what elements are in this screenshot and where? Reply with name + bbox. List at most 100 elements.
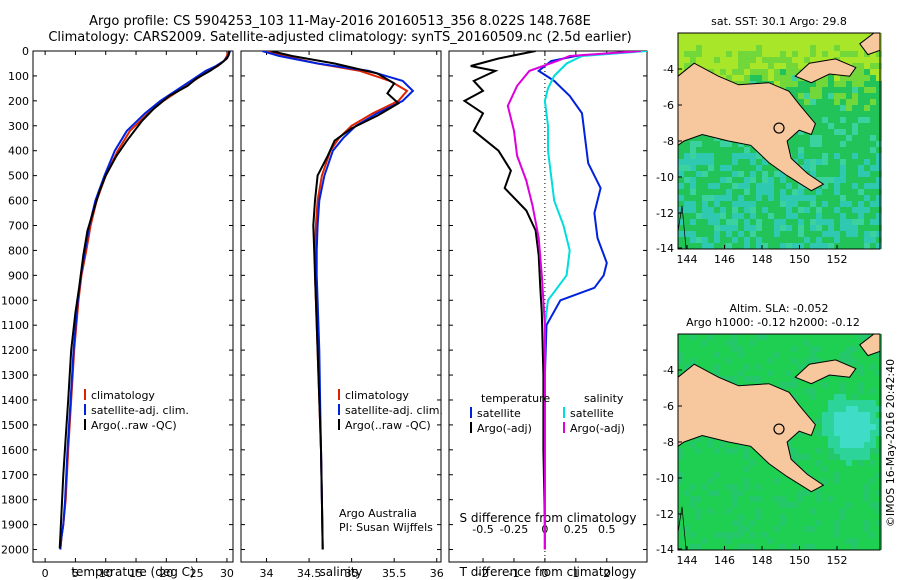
sla-map-ocean-cell xyxy=(864,502,870,508)
sst-map-ocean-cell xyxy=(804,147,810,153)
sst-map-ocean-cell xyxy=(864,165,870,171)
sst-map-ocean-cell xyxy=(792,63,798,69)
sst-map-ocean-cell xyxy=(876,165,882,171)
sla-map-ocean-cell xyxy=(744,346,750,352)
sla-map-ocean-cell xyxy=(738,520,744,526)
sst-map-ocean-cell xyxy=(780,189,786,195)
sst-map-ocean-cell xyxy=(828,75,834,81)
sst-map-y-tick-label: -12 xyxy=(656,207,674,220)
sla-map-ocean-cell xyxy=(810,352,816,358)
sla-map-ocean-cell xyxy=(804,544,810,550)
sst-map-ocean-cell xyxy=(744,39,750,45)
sla-map-ocean-cell xyxy=(816,412,822,418)
sla-map-ocean-cell xyxy=(738,526,744,532)
sst-map-ocean-cell xyxy=(762,207,768,213)
sla-map-ocean-cell xyxy=(852,508,858,514)
sla-map-ocean-cell xyxy=(702,496,708,502)
sst-map-ocean-cell xyxy=(864,99,870,105)
sla-map-ocean-cell xyxy=(792,352,798,358)
sla-map-ocean-cell xyxy=(780,526,786,532)
sla-map-ocean-cell xyxy=(816,424,822,430)
sst-map-ocean-cell xyxy=(762,213,768,219)
sla-map-ocean-cell xyxy=(738,478,744,484)
sla-map-ocean-cell xyxy=(696,340,702,346)
sla-map-ocean-cell xyxy=(876,538,882,544)
sla-map-ocean-cell xyxy=(834,406,840,412)
sla-map-ocean-cell xyxy=(858,418,864,424)
sla-map-ocean-cell xyxy=(852,472,858,478)
sst-map-ocean-cell xyxy=(690,45,696,51)
sla-map-ocean-cell xyxy=(684,496,690,502)
sla-map-ocean-cell xyxy=(702,466,708,472)
sst-map-ocean-cell xyxy=(852,141,858,147)
sla-map-ocean-cell xyxy=(744,448,750,454)
sla-map-float-marker xyxy=(773,423,785,435)
sst-map-ocean-cell xyxy=(828,225,834,231)
sla-map-ocean-cell xyxy=(732,478,738,484)
sst-map-ocean-cell xyxy=(714,231,720,237)
sst-map-ocean-cell xyxy=(810,165,816,171)
sst-map-ocean-cell xyxy=(840,123,846,129)
sst-map-ocean-cell xyxy=(678,57,684,63)
sst-map-ocean-cell xyxy=(804,45,810,51)
sst-map-ocean-cell xyxy=(720,213,726,219)
sst-map-ocean-cell xyxy=(810,219,816,225)
sst-map-ocean-cell xyxy=(846,243,852,249)
sla-map-ocean-cell xyxy=(696,484,702,490)
sla-map-ocean-cell xyxy=(840,514,846,520)
sla-map-ocean-cell xyxy=(846,418,852,424)
sst-map-ocean-cell xyxy=(876,159,882,165)
sst-map-ocean-cell xyxy=(810,237,816,243)
temp-x-tick-label: 30 xyxy=(220,567,234,580)
sla-map-ocean-cell xyxy=(828,418,834,424)
sst-map-ocean-cell xyxy=(708,219,714,225)
sst-map-ocean-cell xyxy=(684,33,690,39)
sla-map-ocean-cell xyxy=(720,364,726,370)
sla-map-ocean-cell xyxy=(708,340,714,346)
sla-map-ocean-cell xyxy=(840,484,846,490)
sla-map-ocean-cell xyxy=(786,334,792,340)
sla-map-ocean-cell xyxy=(852,346,858,352)
y-tick-label: 1400 xyxy=(1,394,29,407)
sla-map-ocean-cell xyxy=(852,394,858,400)
sst-map-ocean-cell xyxy=(762,75,768,81)
sla-map-ocean-cell xyxy=(816,478,822,484)
y-tick-label: 100 xyxy=(8,70,29,83)
sla-map-ocean-cell xyxy=(870,442,876,448)
sla-map-ocean-cell xyxy=(810,358,816,364)
sla-map-ocean-cell xyxy=(786,538,792,544)
sla-map-ocean-cell xyxy=(822,412,828,418)
sla-map-ocean-cell xyxy=(828,382,834,388)
sla-map-ocean-cell xyxy=(798,508,804,514)
y-tick-label: 600 xyxy=(8,195,29,208)
sst-map-ocean-cell xyxy=(774,45,780,51)
sla-map-ocean-cell xyxy=(864,532,870,538)
sla-map-ocean-cell xyxy=(840,448,846,454)
sst-map-ocean-cell xyxy=(768,165,774,171)
sla-map-ocean-cell xyxy=(828,466,834,472)
sst-map-ocean-cell xyxy=(846,201,852,207)
chart-title-line2: Climatology: CARS2009. Satellite-adjuste… xyxy=(48,30,632,45)
sla-map-ocean-cell xyxy=(822,490,828,496)
sla-map-ocean-cell xyxy=(876,418,882,424)
sst-map-ocean-cell xyxy=(684,201,690,207)
sla-map-ocean-cell xyxy=(822,532,828,538)
sla-map-ocean-cell xyxy=(756,490,762,496)
sst-map-ocean-cell xyxy=(744,219,750,225)
sst-map-ocean-cell xyxy=(864,237,870,243)
sla-map-ocean-cell xyxy=(840,334,846,340)
temp-series-line xyxy=(58,51,231,549)
sla-map-ocean-cell xyxy=(678,460,684,466)
sla-map-ocean-cell xyxy=(744,508,750,514)
sst-map-ocean-cell xyxy=(822,117,828,123)
sst-map-ocean-cell xyxy=(702,225,708,231)
sst-map-ocean-cell xyxy=(696,33,702,39)
sst-map-ocean-cell xyxy=(726,153,732,159)
sla-map-ocean-cell xyxy=(696,490,702,496)
sla-map-ocean-cell xyxy=(864,448,870,454)
sla-map-ocean-cell xyxy=(840,358,846,364)
sla-map-ocean-cell xyxy=(852,484,858,490)
sst-map-ocean-cell xyxy=(702,33,708,39)
sst-map-ocean-cell xyxy=(816,171,822,177)
sla-map-ocean-cell xyxy=(678,454,684,460)
